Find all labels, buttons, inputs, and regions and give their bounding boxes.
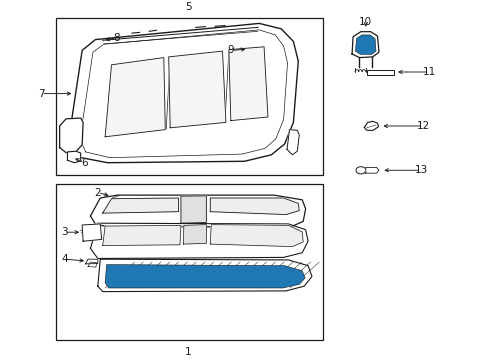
Text: 12: 12: [415, 121, 429, 131]
Bar: [366, 70, 393, 75]
Text: 6: 6: [81, 158, 87, 168]
Bar: [56, 184, 322, 340]
Text: 4: 4: [61, 254, 68, 264]
Polygon shape: [85, 259, 98, 264]
Polygon shape: [60, 118, 83, 153]
Polygon shape: [181, 196, 206, 223]
Polygon shape: [68, 23, 298, 163]
Polygon shape: [102, 225, 181, 246]
Polygon shape: [228, 47, 267, 121]
Text: 10: 10: [359, 17, 371, 27]
Polygon shape: [210, 198, 299, 215]
Circle shape: [355, 167, 365, 174]
Polygon shape: [102, 198, 178, 213]
Polygon shape: [355, 35, 375, 54]
Text: 13: 13: [414, 165, 427, 175]
Polygon shape: [80, 30, 287, 158]
Polygon shape: [364, 121, 378, 130]
Polygon shape: [88, 262, 97, 267]
Text: 5: 5: [184, 2, 191, 12]
Text: 3: 3: [61, 227, 68, 237]
Text: 2: 2: [94, 188, 101, 198]
Polygon shape: [82, 224, 102, 241]
Polygon shape: [183, 225, 206, 244]
Text: 9: 9: [227, 45, 234, 55]
Text: 8: 8: [113, 33, 120, 43]
Polygon shape: [365, 167, 378, 173]
Text: 11: 11: [422, 67, 435, 77]
Polygon shape: [90, 223, 307, 258]
Polygon shape: [105, 265, 305, 288]
Polygon shape: [210, 225, 303, 247]
Polygon shape: [67, 151, 81, 163]
Polygon shape: [105, 58, 165, 137]
Polygon shape: [286, 130, 299, 155]
Polygon shape: [98, 259, 311, 292]
Polygon shape: [90, 195, 305, 227]
Text: 7: 7: [38, 89, 45, 99]
Text: 1: 1: [184, 347, 191, 357]
Polygon shape: [168, 51, 225, 128]
Bar: [56, 18, 322, 175]
Polygon shape: [351, 32, 378, 58]
